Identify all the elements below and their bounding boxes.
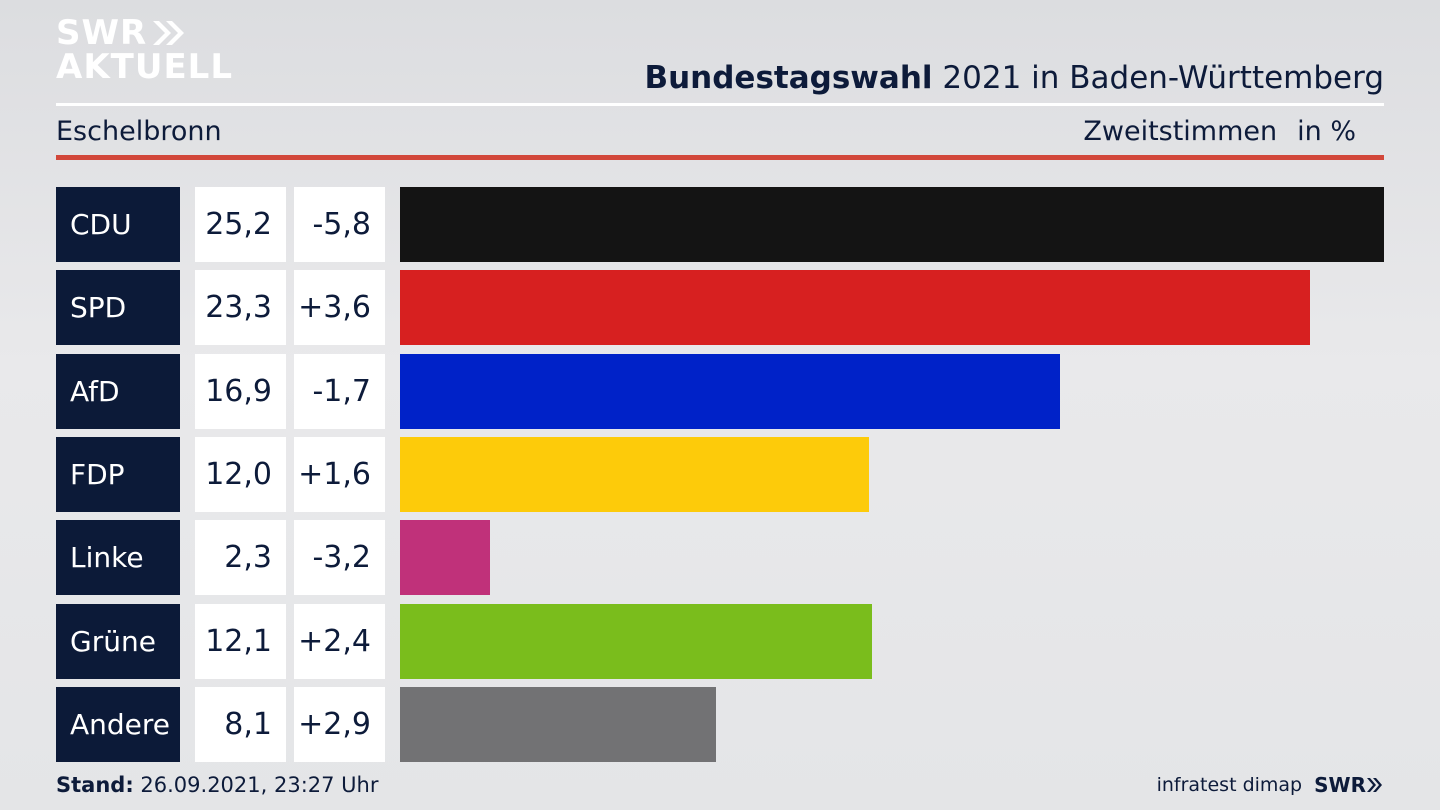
party-label: CDU [56,187,180,262]
header-divider [56,103,1384,106]
page-title: Bundestagswahl 2021 in Baden-Württemberg [644,56,1384,100]
change-value: +3,6 [294,270,385,346]
vote-bar [400,436,869,512]
vote-share-value: 2,3 [195,520,286,596]
change-value: +2,4 [294,603,385,679]
source-credit: infratest dimap SWR [1157,770,1384,800]
change-value: -3,2 [294,520,385,596]
title-bold: Bundestagswahl [644,60,933,96]
vote-bar [400,187,1384,262]
vote-share-value: 23,3 [195,270,286,346]
vote-share-value: 16,9 [195,353,286,429]
measure-text: Zweitstimmen [1083,116,1278,147]
title-rest: 2021 in Baden-Württemberg [932,60,1384,96]
swr-aktuell-logo: SWR AKTUELL [56,13,234,90]
party-label: SPD [56,270,180,346]
vote-share-value: 25,2 [195,187,286,262]
timestamp: Stand: 26.09.2021, 23:27 Uhr [56,770,379,800]
vote-bar [400,686,717,762]
change-value: +2,9 [294,686,385,762]
vote-share-value: 12,1 [195,603,286,679]
unit-text: in % [1297,116,1356,147]
footer-swr-logo: SWR [1314,770,1384,800]
region-label: Eschelbronn [56,116,222,147]
vote-bar [400,520,490,596]
vote-bar [400,270,1310,346]
footer-swr-text: SWR [1314,773,1366,797]
change-value: -5,8 [294,187,385,262]
vote-bar [400,603,873,679]
party-label: Linke [56,520,180,596]
vote-share-value: 12,0 [195,436,286,512]
accent-divider [56,155,1384,160]
vote-bar [400,353,1060,429]
party-label: AfD [56,353,180,429]
party-label: Grüne [56,603,180,679]
footer-chevron-icon [1367,778,1382,792]
party-label: FDP [56,436,180,512]
double-chevron-icon [153,21,185,45]
logo-swr-text: SWR [56,13,148,53]
change-value: +1,6 [294,436,385,512]
party-label: Andere [56,686,180,762]
stand-value: 26.09.2021, 23:27 Uhr [133,773,379,797]
measure-label: Zweitstimmen in % [1083,114,1356,150]
change-value: -1,7 [294,353,385,429]
source-text: infratest dimap [1156,774,1303,796]
vote-share-value: 8,1 [195,686,286,762]
stand-label: Stand: [56,773,134,797]
logo-aktuell-text: AKTUELL [56,47,234,87]
